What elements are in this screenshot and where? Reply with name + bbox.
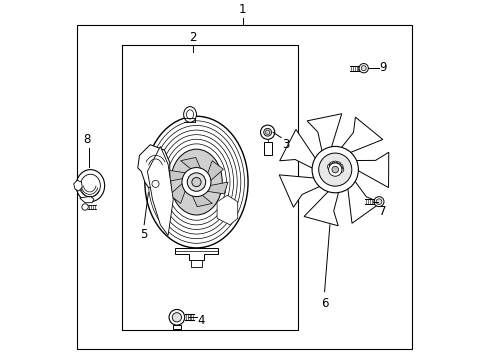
Text: 7: 7 — [378, 205, 386, 218]
Text: 6: 6 — [320, 297, 327, 310]
Polygon shape — [304, 191, 338, 226]
Ellipse shape — [170, 149, 222, 215]
Polygon shape — [217, 195, 237, 225]
Circle shape — [260, 125, 274, 139]
Polygon shape — [355, 152, 388, 188]
Bar — [172, 325, 181, 329]
Polygon shape — [74, 180, 82, 191]
Bar — [263, 142, 271, 156]
Circle shape — [331, 166, 338, 173]
Polygon shape — [306, 114, 341, 152]
Circle shape — [311, 147, 358, 193]
Circle shape — [182, 168, 210, 197]
Circle shape — [373, 197, 383, 207]
Text: 2: 2 — [189, 31, 196, 44]
Text: 8: 8 — [83, 134, 91, 147]
Circle shape — [187, 173, 205, 191]
Polygon shape — [279, 175, 320, 207]
Bar — [191, 260, 202, 267]
Ellipse shape — [183, 107, 196, 122]
Polygon shape — [180, 157, 202, 172]
Polygon shape — [164, 170, 187, 182]
Polygon shape — [207, 161, 223, 180]
Circle shape — [358, 64, 367, 73]
Polygon shape — [205, 182, 227, 194]
Polygon shape — [169, 184, 185, 203]
Polygon shape — [347, 180, 380, 223]
Circle shape — [318, 153, 351, 186]
Polygon shape — [340, 117, 382, 153]
Circle shape — [328, 163, 341, 176]
Polygon shape — [279, 129, 315, 168]
Polygon shape — [175, 248, 217, 260]
Circle shape — [263, 128, 271, 136]
Circle shape — [375, 199, 381, 204]
Circle shape — [172, 313, 181, 322]
Polygon shape — [80, 196, 94, 203]
Circle shape — [81, 204, 88, 210]
Bar — [122, 45, 297, 330]
Text: 4: 4 — [197, 314, 204, 327]
Polygon shape — [138, 145, 169, 189]
Circle shape — [169, 310, 184, 325]
Polygon shape — [191, 193, 212, 207]
Circle shape — [191, 177, 201, 187]
Text: 1: 1 — [239, 3, 246, 15]
Text: 5: 5 — [140, 228, 147, 240]
Text: 9: 9 — [379, 61, 386, 74]
Ellipse shape — [76, 170, 104, 202]
Text: 3: 3 — [281, 138, 288, 151]
Circle shape — [361, 66, 366, 71]
Polygon shape — [147, 147, 173, 235]
Ellipse shape — [144, 116, 247, 248]
